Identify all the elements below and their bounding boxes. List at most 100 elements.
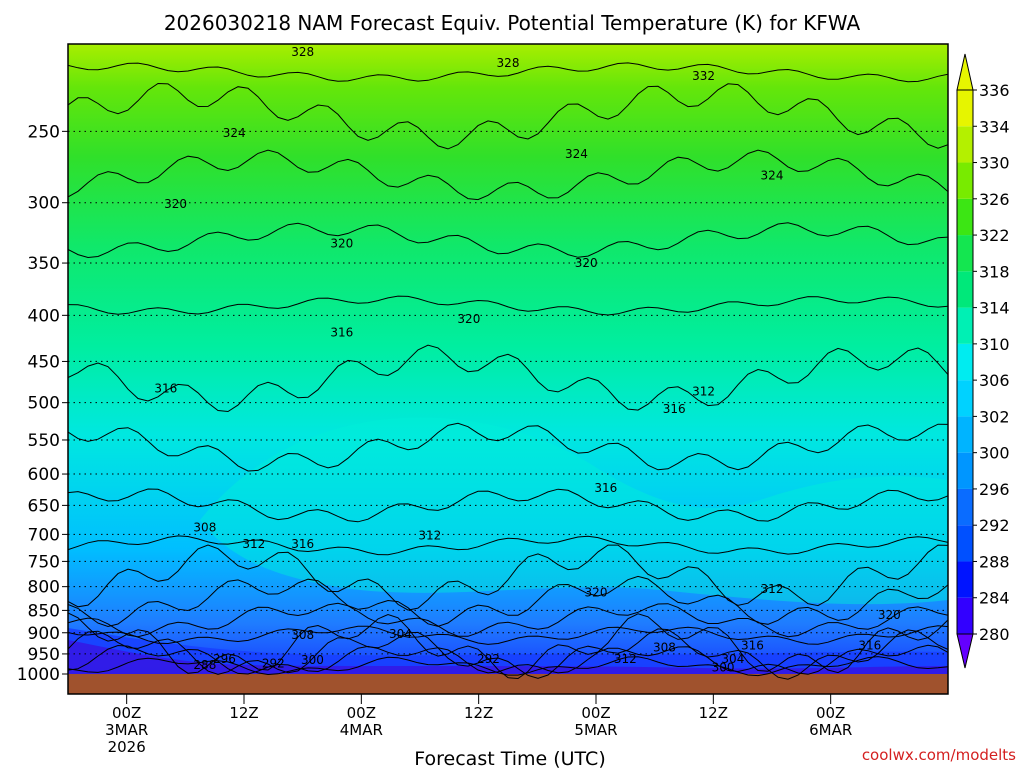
- contour-label: 300: [712, 660, 735, 674]
- contour-label: 316: [741, 639, 764, 653]
- x-tick-label: 3MAR: [105, 721, 148, 739]
- colorbar-label: 306: [979, 371, 1010, 390]
- ground-below-surface: [68, 674, 948, 694]
- colorbar-segment: [957, 416, 973, 453]
- contour-label: 328: [497, 56, 520, 70]
- colorbar-segment: [957, 307, 973, 344]
- contour-line: [68, 422, 948, 472]
- y-tick-label: 350: [28, 254, 60, 274]
- colorbar-segment: [957, 343, 973, 381]
- contour-line: [68, 625, 948, 645]
- contour-line: [68, 544, 948, 611]
- contour-line: [68, 488, 948, 523]
- colorbar-segment: [957, 380, 973, 417]
- contour-label: 308: [291, 628, 314, 642]
- colorbar-segment: [957, 235, 973, 272]
- y-tick-label: 950: [28, 645, 60, 665]
- y-axis-ticks: 250 300 350 400 450 500 550 600 650 700 750 800 850 9…: [17, 122, 68, 685]
- contour-label: 308: [653, 641, 676, 655]
- contour-line: [68, 149, 948, 201]
- contour-line: [68, 644, 948, 675]
- y-tick-label: 750: [28, 552, 60, 572]
- x-tick-label: 12Z: [464, 704, 493, 722]
- x-axis-label: Forecast Time (UTC): [414, 748, 605, 768]
- contour-label: 312: [761, 582, 784, 596]
- colorbar-label: 330: [979, 154, 1010, 173]
- contour-label: 324: [761, 169, 784, 183]
- y-tick-label: 600: [28, 465, 60, 485]
- colorbar-label: 292: [979, 516, 1010, 535]
- contour-label: 304: [721, 652, 744, 666]
- colorbar-label: 326: [979, 190, 1010, 209]
- x-tick-label: 00Z: [581, 704, 610, 722]
- y-tick-label: 800: [28, 578, 60, 598]
- colorbar-segment: [957, 198, 973, 236]
- contour-line: [68, 222, 948, 259]
- x-tick-label: 00Z: [112, 704, 141, 722]
- colorbar-segment: [957, 162, 973, 199]
- low-level-cold-layer: [68, 628, 948, 674]
- pressure-gridlines: [68, 130, 948, 655]
- x-tick-label: 4MAR: [340, 721, 383, 739]
- contour-label: 320: [330, 237, 353, 251]
- contour-label: 320: [164, 197, 187, 211]
- contour-label: 300: [301, 653, 324, 667]
- contour-label: 312: [692, 385, 715, 399]
- contour-label: 292: [477, 652, 500, 666]
- colorbar-label: 314: [979, 299, 1010, 318]
- y-tick-label: 450: [28, 352, 60, 372]
- contour-label: 316: [663, 402, 686, 416]
- contour-label: 324: [223, 126, 246, 140]
- x-tick-label: 5MAR: [574, 721, 617, 739]
- colorbar-low-arrow: [956, 633, 974, 669]
- contour-line: [68, 612, 948, 680]
- contour-label: 304: [389, 627, 412, 641]
- y-tick-label: 700: [28, 525, 60, 545]
- theta-e-field: [68, 44, 948, 674]
- contour-line: [68, 344, 948, 413]
- y-tick-label: 400: [28, 306, 60, 326]
- colorbar-label: 302: [979, 407, 1010, 426]
- chart-title: 2026030218 NAM Forecast Equiv. Potential…: [164, 11, 861, 35]
- contour-label: 320: [878, 608, 901, 622]
- colorbar-label: 284: [979, 589, 1010, 608]
- contour-label: 312: [242, 537, 265, 551]
- contour-label: 316: [291, 537, 314, 551]
- contour-label: 296: [213, 652, 236, 666]
- mid-level-moist-pocket: [200, 417, 948, 605]
- colorbar-label: 280: [979, 625, 1010, 644]
- contour-label: 328: [291, 45, 314, 59]
- colorbar-label: 310: [979, 335, 1010, 354]
- contour-line: [68, 535, 948, 556]
- contour-label: 316: [858, 639, 881, 653]
- y-tick-label: 550: [28, 431, 60, 451]
- colorbar-segment: [957, 126, 973, 163]
- x-tick-label: 6MAR: [809, 721, 852, 739]
- colorbar-segment: [957, 90, 973, 127]
- credit-text: coolwx.com/modelts: [862, 746, 1016, 764]
- colorbar-label: 322: [979, 226, 1010, 245]
- contour-label: 288: [193, 658, 216, 672]
- y-tick-label: 300: [28, 194, 60, 214]
- y-tick-label: 500: [28, 394, 60, 414]
- contour-line: [68, 295, 948, 316]
- contour-label: 320: [585, 585, 608, 599]
- y-tick-label: 850: [28, 601, 60, 621]
- contour-label: 292: [262, 657, 285, 671]
- colorbar-label: 334: [979, 117, 1010, 136]
- y-tick-label: 900: [28, 624, 60, 644]
- colorbar-segment: [957, 452, 973, 489]
- colorbar-label: 336: [979, 81, 1010, 100]
- contour-label: 332: [692, 69, 715, 83]
- y-tick-label: 650: [28, 496, 60, 516]
- x-tick-label: 12Z: [699, 704, 728, 722]
- contour-label: 316: [154, 381, 177, 395]
- colorbar-segment: [957, 271, 973, 308]
- colorbar-label: 318: [979, 262, 1010, 281]
- x-tick-label: 00Z: [816, 704, 845, 722]
- contour-label: 320: [575, 256, 598, 270]
